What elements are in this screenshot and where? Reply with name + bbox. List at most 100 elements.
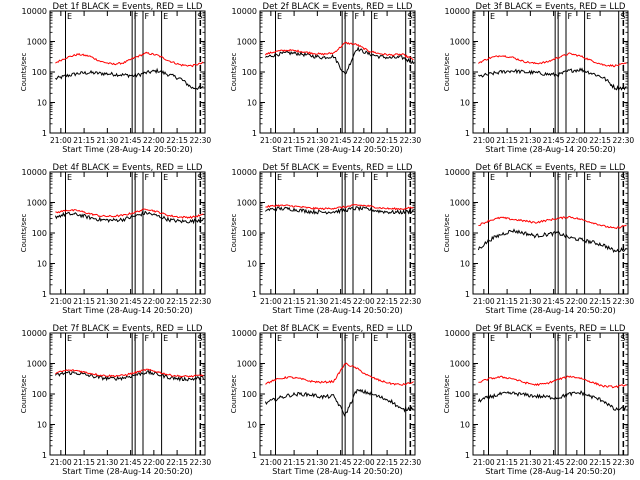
y-tick-label: 100	[32, 68, 47, 77]
y-tick-label: 1000	[450, 360, 470, 369]
event-marker-label: F	[145, 12, 150, 21]
x-tick-label: 21:15	[73, 458, 95, 467]
x-tick-label: 21:30	[520, 458, 542, 467]
event-marker-label: F	[568, 173, 573, 182]
x-axis-label: Start Time (28-Aug-14 20:50:20)	[485, 145, 616, 154]
x-tick-label: 22:15	[166, 136, 188, 145]
y-tick-label: 10	[247, 421, 257, 430]
event-marker-label: F	[355, 12, 360, 21]
event-marker-label: E	[277, 334, 282, 343]
x-tick-label: 22:15	[376, 458, 398, 467]
plot-title: Det 1f BLACK = Events, RED = LLD	[53, 2, 203, 12]
y-tick-label: 10	[460, 421, 470, 430]
x-tick-label: 21:30	[97, 458, 119, 467]
event-marker-label: E	[586, 173, 591, 182]
y-tick-label: 10000	[22, 168, 47, 177]
x-axis-label: Start Time (28-Aug-14 20:50:20)	[62, 306, 193, 315]
y-tick-label: 1	[42, 451, 47, 460]
event-marker-label: F	[145, 173, 150, 182]
y-tick-label: 10	[247, 260, 257, 269]
plot-title: Det 5f BLACK = Events, RED = LLD	[263, 163, 413, 173]
x-tick-label: 22:15	[376, 297, 398, 306]
x-axis-label: Start Time (28-Aug-14 20:50:20)	[62, 145, 193, 154]
series-events-line	[477, 228, 627, 254]
x-tick-label: 21:45	[120, 297, 142, 306]
y-tick-label: 1000	[27, 360, 47, 369]
y-tick-label: 10	[460, 260, 470, 269]
x-tick-label: 22:15	[589, 136, 611, 145]
event-marker-label: E	[163, 334, 168, 343]
event-marker-label: E	[277, 173, 282, 182]
y-tick-label: 1	[465, 290, 470, 299]
y-tick-label: 10000	[232, 329, 257, 338]
y-tick-label: 10000	[22, 329, 47, 338]
y-tick-label: 10	[247, 99, 257, 108]
plot-frame	[472, 10, 629, 134]
y-tick-label: 1	[252, 129, 257, 138]
y-tick-label: 1000	[237, 38, 257, 47]
y-tick-label: 10000	[232, 168, 257, 177]
x-tick-label: 22:30	[400, 297, 422, 306]
series-lld-line	[265, 362, 414, 386]
y-axis-label: Counts/sec	[20, 53, 28, 92]
plot-frame	[49, 10, 206, 134]
x-tick-label: 22:30	[400, 136, 422, 145]
x-tick-label: 21:45	[120, 136, 142, 145]
plot-title: Det 3f BLACK = Events, RED = LLD	[476, 2, 626, 12]
y-tick-label: 10000	[445, 329, 470, 338]
x-tick-label: 21:00	[50, 458, 72, 467]
y-tick-label: 100	[455, 390, 470, 399]
x-axis-label: Start Time (28-Aug-14 20:50:20)	[485, 306, 616, 315]
x-tick-label: 22:30	[190, 297, 212, 306]
x-tick-label: 21:30	[307, 458, 329, 467]
x-axis-label: Start Time (28-Aug-14 20:50:20)	[272, 145, 403, 154]
event-marker-label: F	[134, 173, 139, 182]
y-tick-label: 100	[242, 229, 257, 238]
plot-title: Det 7f BLACK = Events, RED = LLD	[53, 324, 203, 334]
series-lld-line	[55, 368, 204, 378]
series-events-line	[265, 205, 414, 215]
y-tick-label: 10	[460, 99, 470, 108]
y-axis-label: Counts/sec	[443, 53, 451, 92]
x-tick-label: 21:15	[283, 136, 305, 145]
x-tick-label: 21:00	[50, 297, 72, 306]
x-tick-label: 22:30	[613, 297, 635, 306]
detector-plot-6: Det 6f BLACK = Events, RED = LLD 1 10 100 10…	[443, 163, 634, 315]
detector-plot-2: Det 2f BLACK = Events, RED = LLD 1 10 100 10…	[230, 2, 421, 154]
event-marker-label: E	[586, 12, 591, 21]
detector-plot-9: Det 9f BLACK = Events, RED = LLD 1 10 100 10…	[443, 324, 634, 476]
detector-plot-4: Det 4f BLACK = Events, RED = LLD 1 10 100 10…	[20, 163, 211, 315]
x-tick-label: 21:00	[260, 297, 282, 306]
event-marker-label: E	[490, 12, 495, 21]
x-tick-label: 21:15	[283, 297, 305, 306]
y-tick-label: 1000	[450, 199, 470, 208]
x-tick-label: 22:00	[143, 136, 165, 145]
y-tick-label: 100	[32, 229, 47, 238]
x-tick-label: 22:15	[376, 136, 398, 145]
series-events-line	[264, 388, 414, 417]
x-tick-label: 21:45	[120, 458, 142, 467]
x-tick-label: 22:00	[353, 458, 375, 467]
plot-frame	[49, 332, 206, 456]
event-marker-label: E	[67, 12, 72, 21]
event-marker-label: F	[557, 173, 562, 182]
plot-frame	[49, 171, 206, 295]
x-tick-label: 21:45	[543, 297, 565, 306]
event-marker-label: E	[163, 12, 168, 21]
x-tick-label: 21:00	[260, 458, 282, 467]
plot-title: Det 6f BLACK = Events, RED = LLD	[476, 163, 626, 173]
plot-title: Det 9f BLACK = Events, RED = LLD	[476, 324, 626, 334]
series-lld-line	[478, 52, 627, 68]
x-tick-label: 21:00	[473, 458, 495, 467]
x-tick-label: 21:45	[330, 136, 352, 145]
y-tick-label: 1	[465, 451, 470, 460]
x-tick-label: 21:15	[283, 458, 305, 467]
event-marker-label: E	[163, 173, 168, 182]
series-lld-line	[478, 215, 627, 230]
x-tick-label: 21:00	[473, 136, 495, 145]
series-lld-line	[478, 375, 627, 389]
series-events-line	[55, 67, 204, 91]
x-tick-label: 21:30	[97, 297, 119, 306]
event-marker-label: F	[134, 12, 139, 21]
